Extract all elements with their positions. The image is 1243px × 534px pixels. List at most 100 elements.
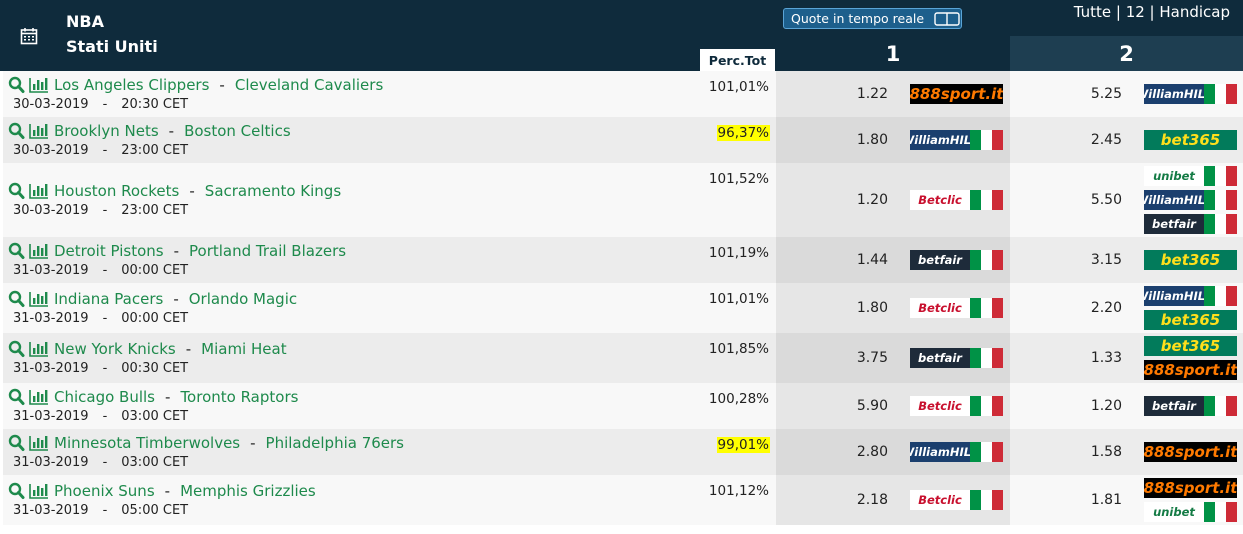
bookmaker-logo[interactable]: betfair xyxy=(1144,214,1204,234)
flag-stripe xyxy=(1215,190,1226,210)
bookmaker-logo[interactable]: betfair xyxy=(910,250,970,270)
flag-stripe xyxy=(1226,166,1237,186)
bookmaker-logo[interactable]: bet365 xyxy=(1144,310,1237,330)
odds-cell-1: 3.75 betfair xyxy=(776,333,1010,383)
row-icons xyxy=(8,290,48,307)
bookmaker: unibet xyxy=(1144,166,1237,186)
bookmaker-logo[interactable]: WilliamHILL xyxy=(1144,286,1204,306)
home-team[interactable]: Los Angeles Clippers xyxy=(54,76,210,94)
flag-stripe xyxy=(992,250,1003,270)
separator: - xyxy=(102,263,108,278)
col2-header: 2 xyxy=(1010,36,1243,71)
bookmaker-logo[interactable]: 888sport.it xyxy=(1144,478,1237,498)
flag-stripe xyxy=(1204,214,1215,234)
icons[interactable] xyxy=(8,290,50,308)
flag xyxy=(1204,190,1237,210)
datetime: 31-03-2019-03:00 CET xyxy=(13,455,703,470)
bookmakers-2: bet365 888sport.it xyxy=(1144,336,1237,380)
bookmaker-logo[interactable]: betfair xyxy=(1144,396,1204,416)
bookmaker-logo[interactable]: bet365 xyxy=(1144,336,1237,356)
bookmaker: betfair xyxy=(1144,214,1237,234)
odds-1: 1.80 xyxy=(856,132,888,148)
icons[interactable] xyxy=(8,76,50,94)
flag-stripe xyxy=(992,490,1003,510)
odds-1: 1.22 xyxy=(856,86,888,102)
odds-1: 3.75 xyxy=(856,350,888,366)
bookmakers-2: bet365 xyxy=(1144,250,1237,270)
bookmakers-2: bet365 xyxy=(1144,130,1237,150)
flag-stripe xyxy=(981,250,992,270)
bookmaker-logo[interactable]: betfair xyxy=(910,348,970,368)
teams: Houston Rockets - Sacramento Kings xyxy=(3,182,703,200)
icons[interactable] xyxy=(8,482,50,500)
market-menu[interactable]: Tutte | 12 | Handicap xyxy=(1073,3,1230,21)
icons[interactable] xyxy=(8,340,50,358)
bookmaker-logo[interactable]: WilliamHILL xyxy=(910,130,970,150)
away-team[interactable]: Sacramento Kings xyxy=(204,182,342,200)
bookmaker-logo[interactable]: bet365 xyxy=(1144,130,1237,150)
flag-stripe xyxy=(970,442,981,462)
bookmaker-logo[interactable]: 888sport.it xyxy=(1144,360,1237,380)
date: 31-03-2019 xyxy=(13,311,89,326)
flag-stripe xyxy=(1215,286,1226,306)
match-row: Detroit Pistons - Portland Trail Blazers 31… xyxy=(3,237,1243,283)
bookmaker-logo[interactable]: Betclic xyxy=(910,490,970,510)
live-odds-button[interactable]: Quote in tempo reale xyxy=(783,8,962,29)
match-row: Indiana Pacers - Orlando Magic 31-03-2019-0… xyxy=(3,283,1243,333)
away-team[interactable]: Toronto Raptors xyxy=(180,388,299,406)
separator: - xyxy=(102,203,108,218)
icons[interactable] xyxy=(8,242,50,260)
icons[interactable] xyxy=(8,122,50,140)
home-team[interactable]: New York Knicks xyxy=(54,340,176,358)
bookmaker-logo[interactable]: unibet xyxy=(1144,166,1204,186)
home-team[interactable]: Phoenix Suns xyxy=(54,482,155,500)
bookmaker-logo[interactable]: WilliamHILL xyxy=(1144,84,1204,104)
bookmaker-logo[interactable]: WilliamHILL xyxy=(910,442,970,462)
icons[interactable] xyxy=(8,434,50,452)
bookmaker: betfair xyxy=(910,348,1003,368)
home-team[interactable]: Houston Rockets xyxy=(54,182,180,200)
bookmaker-logo[interactable]: bet365 xyxy=(1144,250,1237,270)
icons[interactable] xyxy=(8,182,50,200)
away-team[interactable]: Miami Heat xyxy=(201,340,287,358)
separator: - xyxy=(102,143,108,158)
flag xyxy=(970,396,1003,416)
match-row: New York Knicks - Miami Heat 31-03-2019-00:… xyxy=(3,333,1243,383)
bookmaker-logo[interactable]: Betclic xyxy=(910,396,970,416)
bookmakers-2: WilliamHILL xyxy=(1144,84,1237,104)
bookmaker-logo[interactable]: Betclic xyxy=(910,190,970,210)
bookmaker: 888sport.it xyxy=(1144,360,1237,380)
icons[interactable] xyxy=(8,388,50,406)
flag-stripe xyxy=(981,348,992,368)
bookmaker-logo[interactable]: Betclic xyxy=(910,298,970,318)
bookmakers-2: WilliamHILL bet365 xyxy=(1144,286,1237,330)
home-team[interactable]: Brooklyn Nets xyxy=(54,122,159,140)
flag xyxy=(970,190,1003,210)
odds-1: 2.18 xyxy=(856,492,888,508)
away-team[interactable]: Cleveland Cavaliers xyxy=(234,76,384,94)
bookmaker-logo[interactable]: 888sport.it xyxy=(1144,442,1237,462)
bookmaker-logo[interactable]: 888sport.it xyxy=(910,84,1003,104)
flag xyxy=(970,490,1003,510)
away-team[interactable]: Boston Celtics xyxy=(184,122,291,140)
away-team[interactable]: Philadelphia 76ers xyxy=(265,434,404,452)
bookmaker-logo[interactable]: WilliamHILL xyxy=(1144,190,1204,210)
away-team[interactable]: Memphis Grizzlies xyxy=(180,482,316,500)
odds-2: 1.81 xyxy=(1090,492,1122,508)
away-team[interactable]: Orlando Magic xyxy=(188,290,298,308)
away-team[interactable]: Portland Trail Blazers xyxy=(189,242,347,260)
home-team[interactable]: Minnesota Timberwolves xyxy=(54,434,241,452)
bookmaker: WilliamHILL xyxy=(1144,190,1237,210)
bookmaker-logo[interactable]: unibet xyxy=(1144,502,1204,522)
flag-stripe xyxy=(970,348,981,368)
datetime: 31-03-2019-05:00 CET xyxy=(13,503,703,518)
flag-stripe xyxy=(981,130,992,150)
home-team[interactable]: Detroit Pistons xyxy=(54,242,164,260)
percentage: 101,52% xyxy=(708,171,769,187)
home-team[interactable]: Indiana Pacers xyxy=(54,290,164,308)
home-team[interactable]: Chicago Bulls xyxy=(54,388,156,406)
match-info: Los Angeles Clippers - Cleveland Cavaliers… xyxy=(3,71,703,117)
calendar-icon xyxy=(0,0,58,71)
odds-2: 1.33 xyxy=(1090,350,1122,366)
